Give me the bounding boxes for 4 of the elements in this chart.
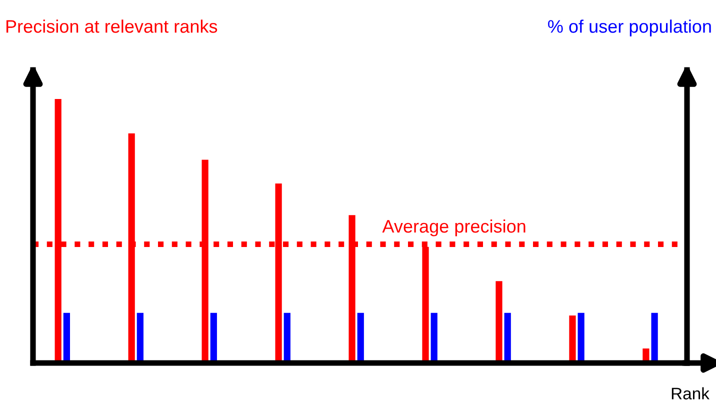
ref-line-label: Average precision xyxy=(382,219,526,236)
x-axis-title: Rank xyxy=(672,387,710,400)
y2-axis-title: % of user population xyxy=(548,20,711,36)
y-axis-title: Precision at relevant ranks xyxy=(6,20,218,33)
